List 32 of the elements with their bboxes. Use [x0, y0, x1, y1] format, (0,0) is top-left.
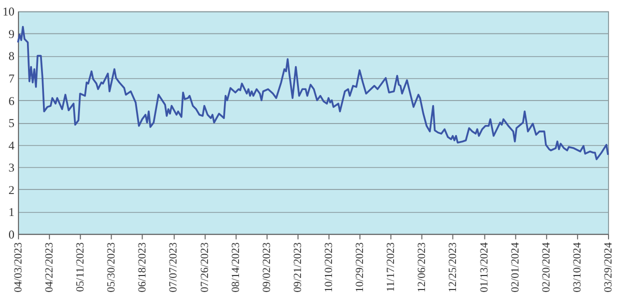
- x-tick-label: 04/03/2023: [12, 242, 24, 292]
- y-tick-label: 9: [8, 26, 14, 41]
- y-tick-label: 6: [8, 94, 14, 108]
- x-tick-label: 04/22/2023: [44, 242, 56, 292]
- y-tick-label: 1: [8, 205, 14, 220]
- x-tick-label: 03/29/2024: [602, 242, 615, 292]
- x-tick-label: 09/21/2023: [292, 242, 304, 292]
- y-tick-label: 0: [8, 227, 14, 242]
- x-tick-label: 07/26/2023: [198, 242, 211, 292]
- y-tick-label: 8: [8, 49, 14, 64]
- x-tick-label: 01/13/2024: [478, 242, 490, 292]
- x-tick-label: 09/02/2023: [260, 242, 273, 292]
- x-tick-label: 12/06/2023: [416, 242, 428, 292]
- y-tick-label: 4: [8, 138, 14, 152]
- y-tick-label: 10: [2, 4, 14, 19]
- x-tick-label: 02/20/2024: [540, 242, 552, 292]
- y-tick-label: 7: [8, 72, 14, 86]
- x-tick-label: 05/11/2023: [74, 242, 87, 292]
- y-tick-label: 3: [8, 160, 14, 175]
- x-tick-label: 10/10/2023: [323, 242, 336, 292]
- x-tick-label: 05/30/2023: [106, 242, 118, 292]
- x-tick-label: 10/29/2023: [354, 242, 366, 292]
- x-tick-label: 02/01/2024: [509, 242, 522, 292]
- x-tick-label: 08/14/2023: [230, 242, 242, 292]
- x-tick-label: 06/18/2023: [136, 242, 149, 292]
- x-tick-label: 03/10/2024: [571, 242, 584, 292]
- x-tick-label: 11/17/2023: [385, 242, 398, 292]
- y-tick-label: 5: [8, 116, 14, 130]
- y-tick-label: 2: [8, 182, 14, 197]
- x-tick-label: 12/25/2023: [447, 242, 460, 292]
- x-tick-label: 07/07/2023: [168, 242, 180, 292]
- line-series: [17, 26, 609, 160]
